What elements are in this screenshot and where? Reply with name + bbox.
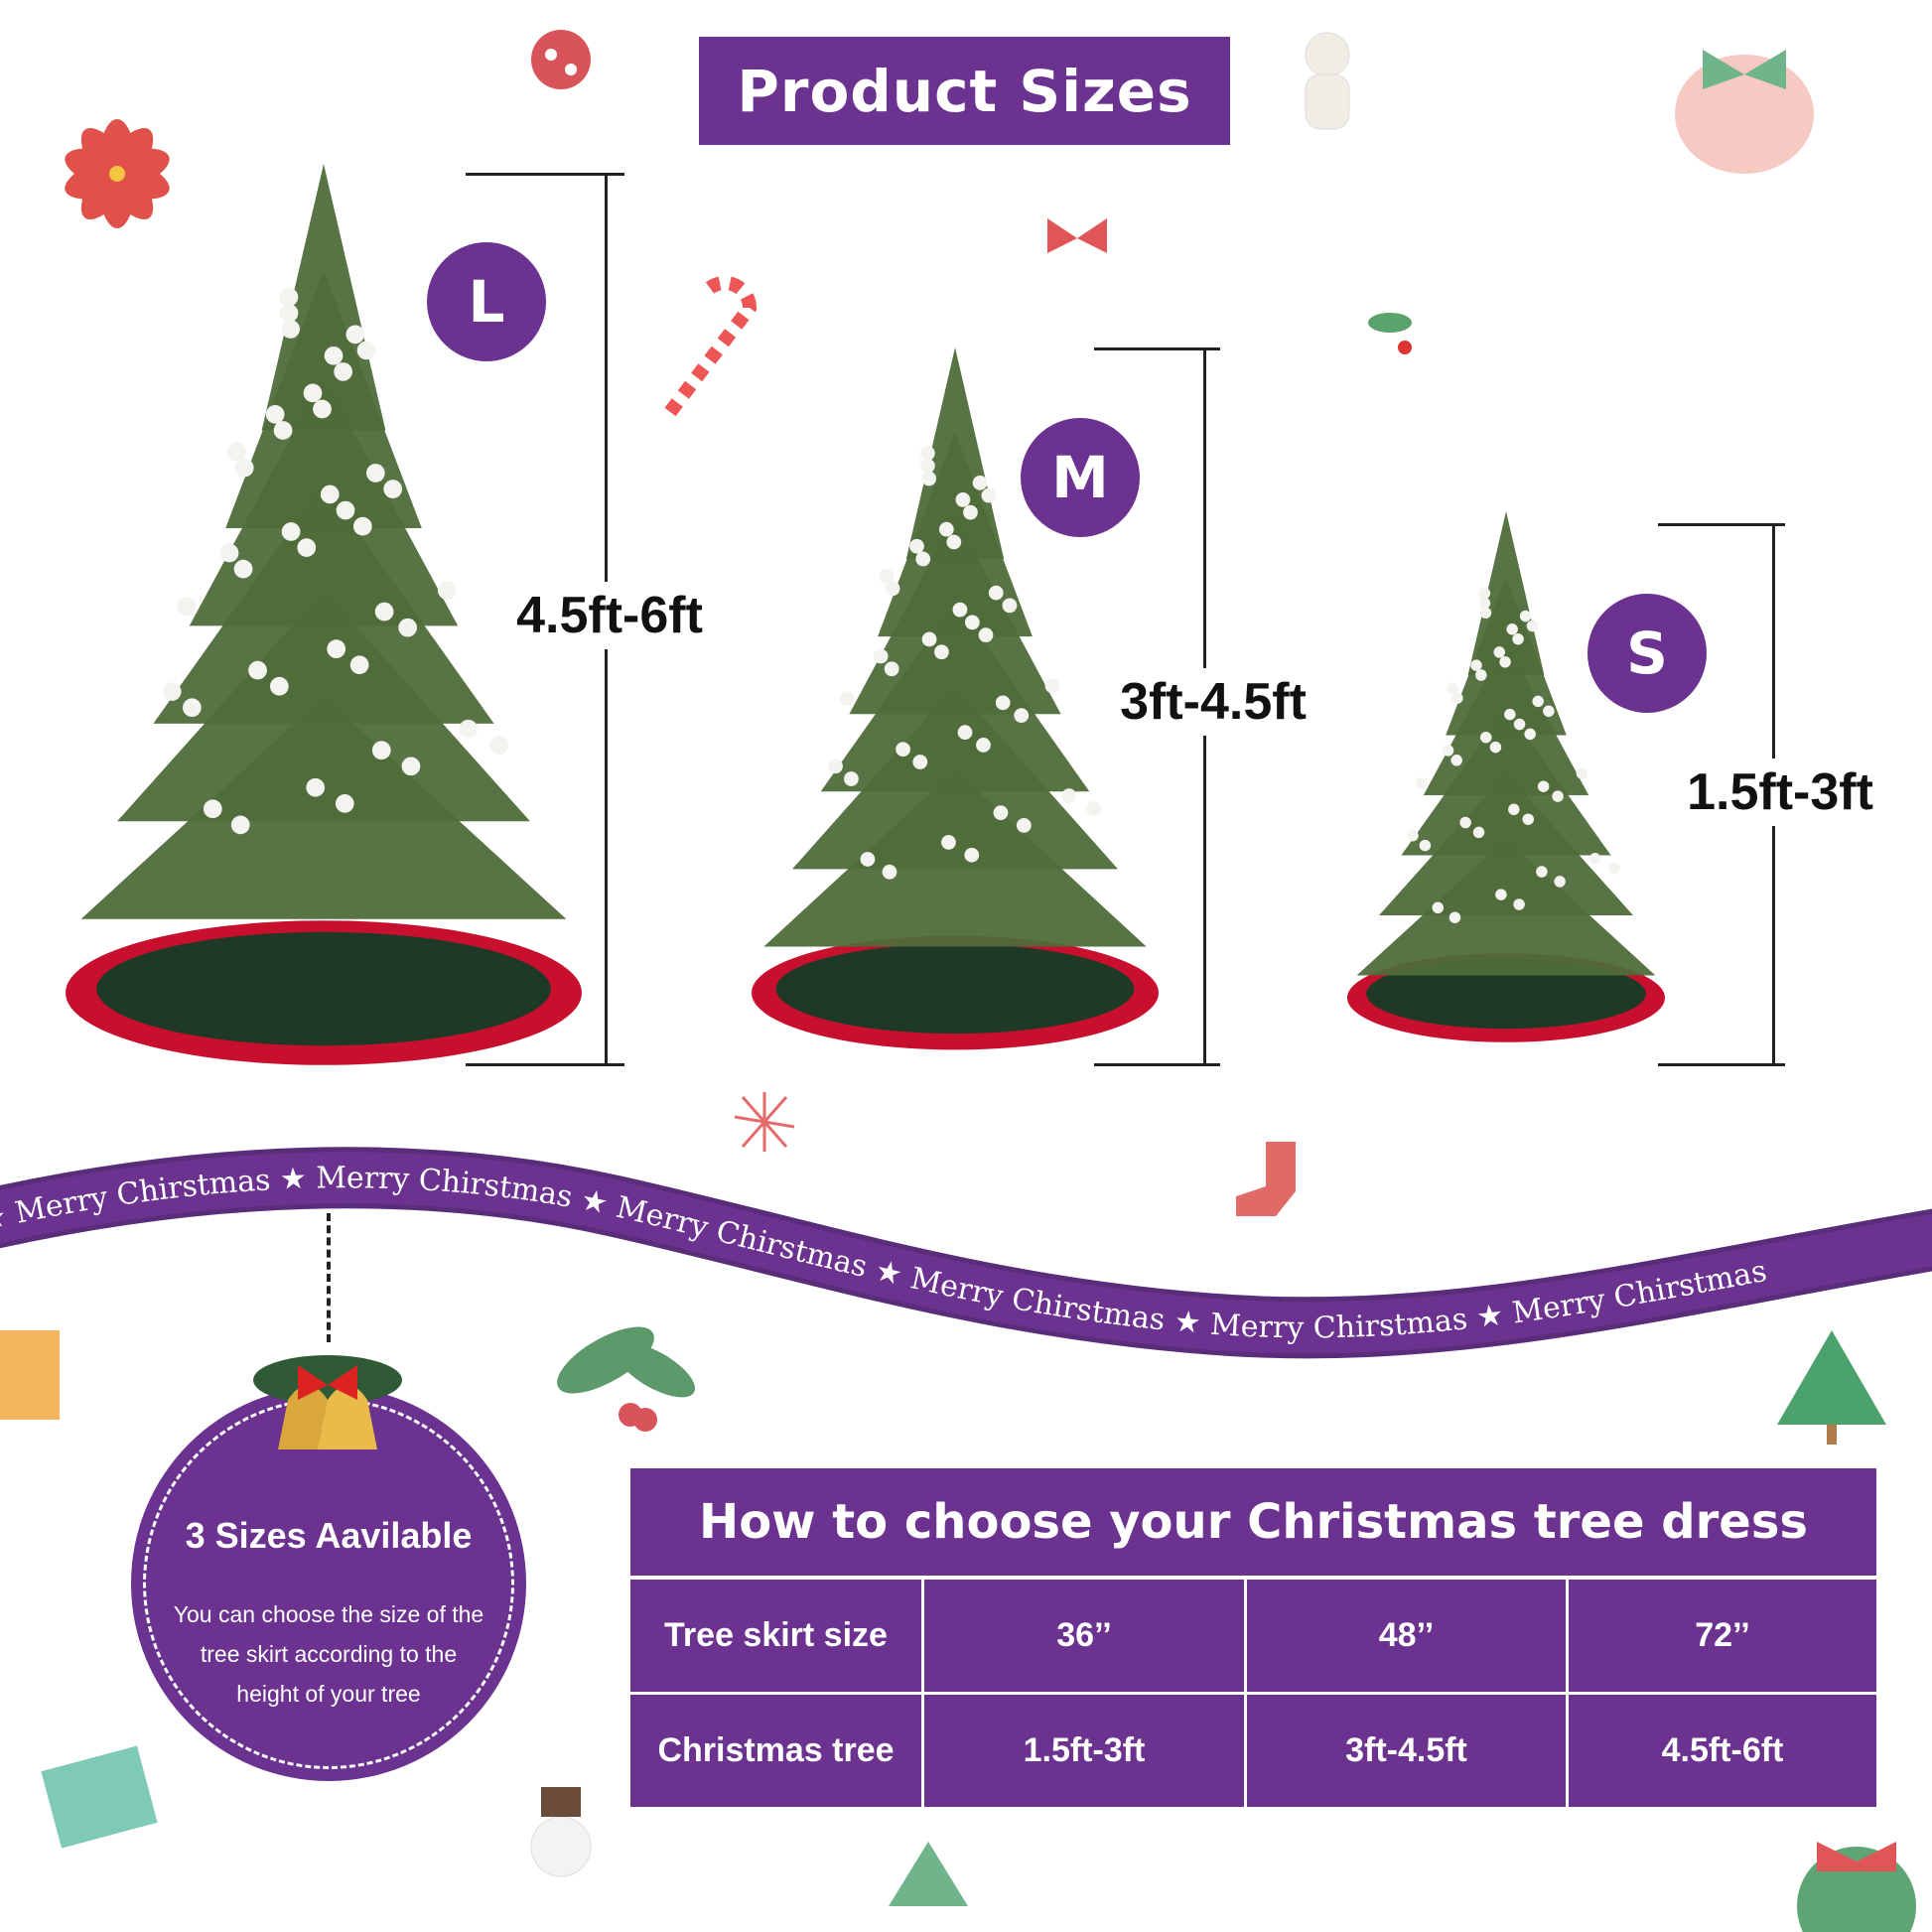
size-guide-table: How to choose your Christmas tree dress … [630, 1468, 1876, 1807]
tree-ornament-icon [889, 1842, 968, 1906]
small-tree-icon [1777, 1330, 1886, 1445]
height-label-s: 1.5ft-3ft [1685, 759, 1875, 826]
table-row: Tree skirt size 36’’ 48’’ 72’’ [630, 1580, 1876, 1695]
holly-leaves-icon [557, 1326, 695, 1432]
table-cell: 48’’ [1247, 1580, 1569, 1692]
table-cell: 4.5ft-6ft [1661, 1731, 1784, 1769]
gingerbread-icon [1305, 32, 1350, 130]
bow-icon [1047, 218, 1107, 253]
snowman-icon [530, 1787, 592, 1877]
table-cell: 1.5ft-3ft [924, 1695, 1247, 1807]
tree-large [66, 164, 582, 1065]
tree-small [1347, 511, 1665, 1042]
table-cell: 36’’ [924, 1580, 1247, 1692]
measure-line-bottom [466, 1063, 624, 1066]
snowflake-icon [734, 1092, 795, 1152]
size-badge-m: M [1021, 418, 1140, 537]
poinsettia-icon [65, 119, 170, 228]
ornament-bottom-icon [1797, 1842, 1916, 1932]
table-cell: 3ft-4.5ft [1247, 1695, 1569, 1807]
badge-description: You can choose the size of the tree skir… [173, 1601, 484, 1707]
tree-medium [752, 347, 1159, 1050]
table-row: Christmas tree 1.5ft-3ft 3ft-4.5ft 4.5ft… [630, 1695, 1876, 1807]
height-label-l: 4.5ft-6ft [514, 582, 705, 649]
measure-line-bottom [1658, 1063, 1785, 1066]
stocking-icon [1236, 1142, 1296, 1216]
table-cell: 72’’ [1695, 1616, 1750, 1654]
holly-icon [1368, 313, 1412, 354]
measure-line-top [1658, 523, 1785, 526]
candy-cane-icon [664, 276, 758, 417]
measure-line-top [1094, 347, 1220, 350]
bells-icon [253, 1355, 402, 1449]
ornament-icon [531, 30, 591, 89]
sizes-available-badge: 3 Sizes Aavilable You can choose the siz… [131, 1386, 526, 1781]
page-title: Product Sizes [699, 37, 1230, 145]
gift-ornament-icon [1675, 50, 1814, 174]
measure-line-top [466, 173, 624, 176]
measure-line-bottom [1094, 1063, 1220, 1066]
size-badge-l: L [427, 242, 546, 361]
table-title: How to choose your Christmas tree dress [630, 1468, 1876, 1580]
size-badge-s: S [1587, 594, 1707, 713]
gift-icon [0, 1330, 158, 1849]
badge-title: 3 Sizes Aavilable [185, 1515, 473, 1556]
row-label: Tree skirt size [630, 1580, 924, 1692]
height-label-m: 3ft-4.5ft [1118, 668, 1309, 736]
row-label: Christmas tree [630, 1695, 924, 1807]
dashed-connector [327, 1213, 331, 1342]
